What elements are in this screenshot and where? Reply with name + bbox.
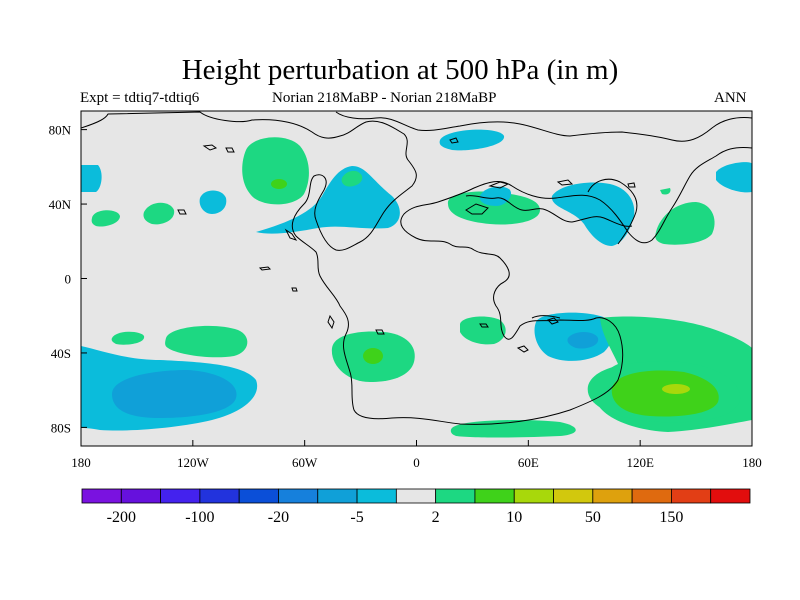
colorbar-swatch [513,488,554,504]
anomaly-tethys-negative-small [479,186,512,206]
colorbar-swatch [474,488,515,504]
anomaly-pacific-positive-small [91,210,120,227]
island [488,181,510,189]
anomaly-pacific-negative-small [199,190,227,214]
period-label: Norian 218MaBP - Norian 218MaBP [272,90,497,106]
anomaly-indian-ocean-negative-core [567,332,599,349]
y-tick-label: 80S [51,420,71,435]
anomaly-asia-negative [551,182,635,246]
island [291,287,298,292]
anomaly-arctic-negative [439,129,505,151]
anomaly-tethys-positive [447,191,540,225]
anomaly-atlantic-positive-small [341,170,363,187]
y-tick-label: 40N [49,197,72,212]
island [465,203,489,215]
anomaly-south-pacific-positive-small [111,331,145,345]
anomaly-north-pacific-core [271,179,287,189]
anomaly-south-atlantic-positive [460,316,506,345]
colorbar-swatch [317,488,358,504]
x-tick-label: 180 [742,455,762,470]
colorbar-label: -20 [268,509,289,526]
colorbar-swatch [81,488,122,504]
colorbar-label: 150 [659,509,683,526]
island [202,144,218,151]
arctic-coastline [335,111,752,142]
colorbar-label: -5 [350,509,363,526]
colorbar-swatch [553,488,594,504]
x-tick-label: 120W [177,455,210,470]
y-tick-label: 40S [51,346,71,361]
island [177,209,187,215]
colorbar-swatch [278,488,319,504]
x-tick-label: 120E [626,455,654,470]
colorbar-swatch [238,488,279,504]
season-label: ANN [714,90,747,106]
anomaly-east-pacific-negative [716,162,752,193]
island [479,323,489,328]
anomaly-south-pacific-positive [165,325,248,358]
island [627,182,636,188]
colorbar-label: 50 [585,509,601,526]
anomaly-asia-positive-small [660,188,671,195]
colorbar: -200 -100 -20 -5 2 10 50 150 [81,488,751,526]
island [284,228,298,241]
island [556,179,574,186]
colorbar-swatch [671,488,712,504]
colorbar-label: 2 [432,509,440,526]
island [258,266,272,271]
east-asia-coastline [587,178,638,245]
colorbar-label: 10 [506,509,522,526]
y-tick-label: 0 [65,272,72,287]
south-asia-coastline [531,315,561,319]
island [547,317,559,325]
colorbar-swatch [631,488,672,504]
experiment-label: Expt = tdtiq7-tdtiq6 [80,90,200,106]
island [449,137,459,144]
anomaly-pacific-positive-small2 [143,202,175,225]
anomaly-northeast-asia-positive [655,202,715,245]
anomaly-north-america-negative [256,166,400,234]
island [225,147,235,153]
anomaly-dateline-negative [81,165,102,192]
colorbar-swatch [710,488,751,504]
longitude-axis: 180 120W 60W 0 60E 120E 180 [71,440,762,470]
latitude-axis: 80N 40N 0 40S 80S [49,123,87,435]
anomaly-north-pacific-positive [242,137,309,205]
colorbar-swatch [120,488,161,504]
x-tick-label: 180 [71,455,91,470]
island-outlines [177,137,636,353]
colorbar-swatch [435,488,476,504]
island [516,345,529,353]
colorbar-label: -100 [185,509,214,526]
colorbar-swatch [592,488,633,504]
island [375,329,385,335]
x-tick-label: 60W [292,455,318,470]
contour-fills [81,129,752,438]
anomaly-south-pacific-negative-core [112,370,237,418]
anomaly-southern-ocean-core [611,370,719,417]
colorbar-label: -200 [107,509,136,526]
x-tick-label: 0 [413,455,420,470]
tethys-coastline [465,195,633,227]
colorbar-swatch [160,488,201,504]
colorbar-swatch [199,488,240,504]
plot-title: Height perturbation at 500 hPa (in m) [181,54,619,86]
anomaly-south-america-core [363,348,383,364]
x-tick-label: 60E [518,455,539,470]
anomaly-southern-ocean-peak [662,384,690,394]
y-tick-label: 80N [49,123,72,138]
colorbar-swatch [395,488,437,504]
island [327,314,335,330]
colorbar-swatch [356,488,397,504]
